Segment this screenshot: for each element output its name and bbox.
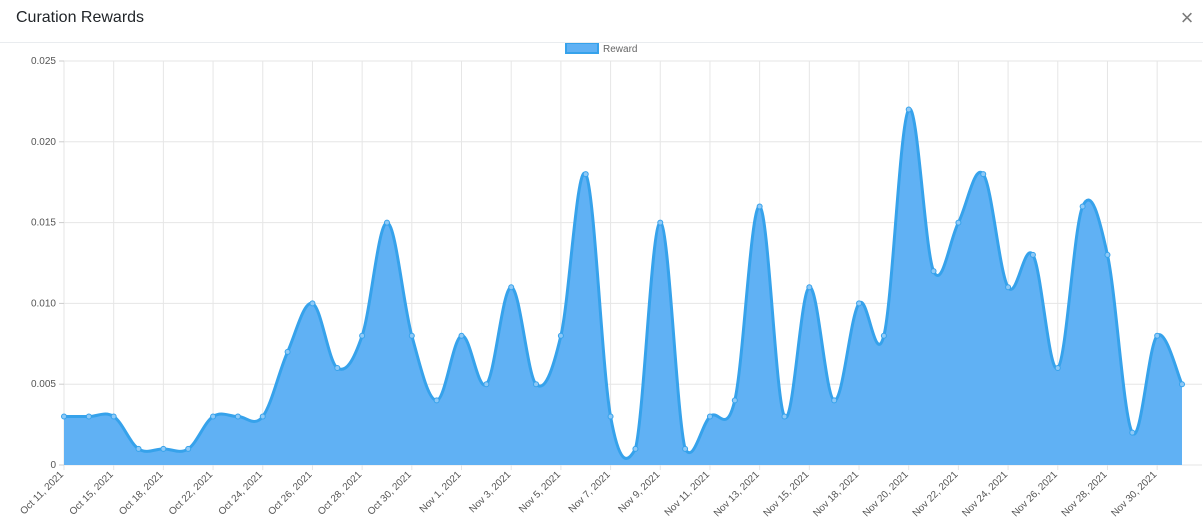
data-point[interactable]: [831, 397, 838, 404]
modal-title: Curation Rewards: [16, 9, 145, 26]
data-point[interactable]: [383, 219, 390, 226]
data-point[interactable]: [632, 445, 639, 452]
x-tick-label: Nov 26, 2021: [1010, 469, 1060, 519]
x-tick-label: Nov 20, 2021: [861, 469, 911, 519]
x-tick-label: Oct 18, 2021: [117, 469, 166, 518]
x-tick-label: Nov 11, 2021: [663, 469, 713, 519]
x-tick-label: Nov 18, 2021: [811, 469, 861, 519]
data-point[interactable]: [458, 332, 465, 339]
y-tick-label: 0: [50, 460, 56, 471]
x-tick-label: Nov 15, 2021: [762, 469, 812, 519]
data-point[interactable]: [533, 381, 540, 388]
x-tick-label: Oct 28, 2021: [316, 469, 365, 518]
area-layer: [64, 107, 1184, 466]
reward-line: [64, 107, 1184, 460]
close-button[interactable]: ×: [1180, 5, 1194, 30]
data-point[interactable]: [657, 219, 664, 226]
x-tick-label: Nov 28, 2021: [1060, 469, 1110, 519]
data-point[interactable]: [955, 219, 962, 226]
data-point[interactable]: [1079, 203, 1086, 210]
x-tick-label: Oct 30, 2021: [366, 469, 415, 518]
data-point[interactable]: [731, 397, 738, 404]
data-point[interactable]: [1029, 251, 1036, 258]
data-point[interactable]: [1005, 284, 1012, 291]
points: [61, 106, 1185, 452]
data-point[interactable]: [135, 445, 142, 452]
x-tick-label: Nov 13, 2021: [712, 469, 762, 519]
data-point[interactable]: [234, 413, 241, 420]
data-point[interactable]: [880, 332, 887, 339]
x-tick-label: Oct 24, 2021: [217, 469, 266, 518]
data-point[interactable]: [682, 445, 689, 452]
data-point[interactable]: [334, 365, 341, 372]
data-point[interactable]: [856, 300, 863, 307]
modal-header: Curation Rewards ×: [0, 0, 1203, 43]
x-tick-label: Nov 30, 2021: [1109, 469, 1159, 519]
data-point[interactable]: [309, 300, 316, 307]
legend-label: Reward: [603, 44, 637, 55]
data-point[interactable]: [185, 445, 192, 452]
data-point[interactable]: [110, 413, 117, 420]
x-tick-label: Oct 11, 2021: [18, 469, 66, 517]
y-axis: 0 0.005 0.010 0.015 0.020 0.025: [31, 56, 64, 471]
data-point[interactable]: [359, 332, 366, 339]
data-point[interactable]: [582, 171, 589, 178]
data-point[interactable]: [210, 413, 217, 420]
x-tick-label: Nov 3, 2021: [467, 469, 513, 515]
y-tick-label: 0.015: [31, 218, 56, 229]
data-point[interactable]: [433, 397, 440, 404]
data-point[interactable]: [85, 413, 92, 420]
x-tick-label: Nov 5, 2021: [517, 469, 563, 515]
x-tick-label: Oct 22, 2021: [167, 469, 216, 518]
legend[interactable]: Reward: [565, 43, 637, 55]
y-tick-label: 0.020: [31, 137, 56, 148]
data-point[interactable]: [557, 332, 564, 339]
y-tick-label: 0.025: [31, 56, 56, 67]
x-tick-label: Nov 24, 2021: [960, 469, 1010, 519]
data-point[interactable]: [781, 413, 788, 420]
data-point[interactable]: [706, 413, 713, 420]
x-tick-label: Nov 1, 2021: [418, 469, 464, 515]
data-point[interactable]: [1179, 381, 1185, 388]
reward-area-fill: [64, 108, 1182, 466]
data-point[interactable]: [284, 348, 291, 355]
data-point[interactable]: [259, 413, 266, 420]
data-point[interactable]: [905, 106, 912, 113]
data-point[interactable]: [408, 332, 415, 339]
x-tick-label: Nov 9, 2021: [616, 469, 662, 515]
data-point[interactable]: [1054, 365, 1061, 372]
data-point[interactable]: [756, 203, 763, 210]
data-point[interactable]: [980, 171, 987, 178]
y-tick-label: 0.010: [31, 298, 56, 309]
data-point[interactable]: [1129, 429, 1136, 436]
x-tick-label: Oct 15, 2021: [68, 469, 117, 518]
x-axis: Oct 11, 2021 Oct 15, 2021 Oct 18, 2021 Oct …: [18, 469, 1159, 519]
y-tick-label: 0.005: [31, 379, 56, 390]
x-tick-label: Oct 26, 2021: [266, 469, 315, 518]
legend-swatch: [565, 43, 599, 54]
data-point[interactable]: [1154, 332, 1161, 339]
data-point[interactable]: [508, 284, 515, 291]
data-point[interactable]: [607, 413, 614, 420]
data-point[interactable]: [930, 268, 937, 275]
data-point[interactable]: [1104, 251, 1111, 258]
data-point[interactable]: [806, 284, 813, 291]
data-point[interactable]: [483, 381, 490, 388]
data-point[interactable]: [160, 445, 167, 452]
x-tick-label: Nov 7, 2021: [567, 469, 613, 515]
x-tick-label: Nov 22, 2021: [911, 469, 961, 519]
data-point[interactable]: [61, 413, 67, 420]
